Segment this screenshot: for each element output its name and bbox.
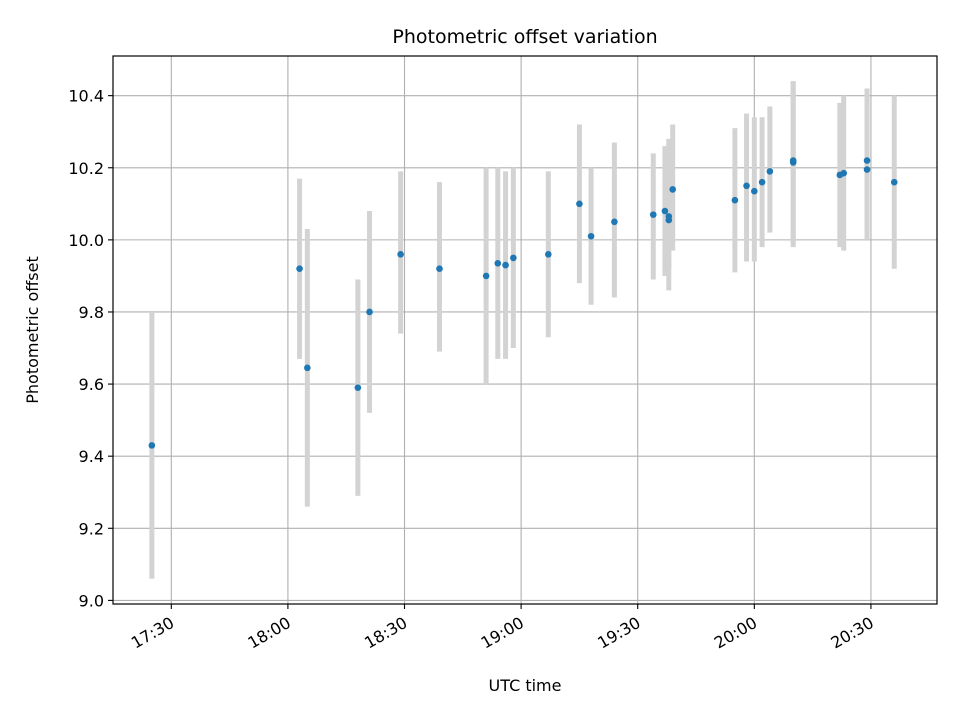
data-point <box>494 260 502 267</box>
y-tick-label: 9.2 <box>79 519 104 538</box>
data-point <box>397 250 404 258</box>
data-point <box>148 442 156 449</box>
y-tick-label: 10.4 <box>68 87 104 106</box>
data-point <box>665 213 673 220</box>
data-point <box>731 196 739 204</box>
data-point <box>661 207 669 215</box>
y-tick-label: 9.8 <box>79 303 104 322</box>
data-point <box>502 261 509 269</box>
y-tick-label: 10.2 <box>68 159 104 178</box>
data-point <box>766 168 774 175</box>
data-point <box>863 166 871 173</box>
data-point <box>863 157 871 164</box>
data-point <box>296 265 303 273</box>
data-point <box>669 186 676 193</box>
x-axis-title: UTC time <box>489 676 562 695</box>
y-tick-label: 9.4 <box>79 447 104 466</box>
data-point <box>482 272 490 280</box>
data-point <box>587 232 595 240</box>
data-point <box>576 200 583 208</box>
data-points <box>148 157 898 449</box>
chart-title: Photometric offset variation <box>392 26 657 48</box>
data-point <box>510 254 517 262</box>
data-point <box>840 169 848 177</box>
data-point <box>611 218 618 226</box>
plot-frame <box>112 55 938 605</box>
data-point <box>890 178 898 186</box>
data-point <box>366 308 373 316</box>
data-point <box>649 211 657 218</box>
data-point <box>304 364 311 372</box>
data-point <box>789 157 797 164</box>
data-point <box>436 265 443 273</box>
y-axis-ticks: 9.0 9.2 9.4 9.6 9.8 10.0 10.2 10.4 <box>68 87 113 610</box>
data-point <box>545 250 552 258</box>
data-point <box>758 178 766 186</box>
y-tick-label: 10.0 <box>68 231 104 250</box>
data-point <box>751 187 758 195</box>
data-point <box>354 384 362 391</box>
y-tick-label: 9.6 <box>79 375 104 394</box>
data-point <box>743 182 750 190</box>
y-axis-title: Photometric offset <box>23 256 42 404</box>
y-tick-label: 9.0 <box>79 591 104 610</box>
